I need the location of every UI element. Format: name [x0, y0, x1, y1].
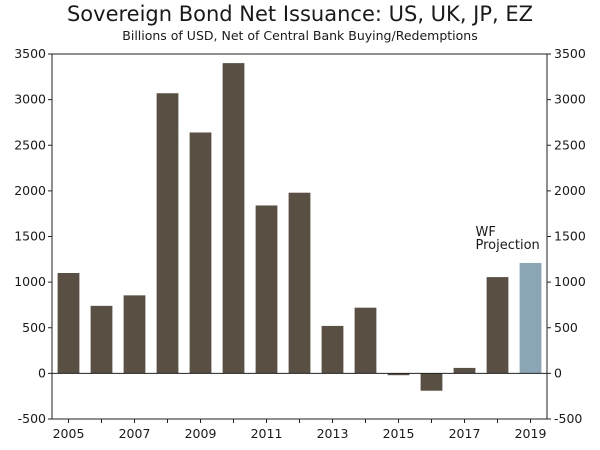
- x-tick-label: 2013: [317, 426, 349, 441]
- y-tick-label-right: 3000: [554, 92, 586, 107]
- bar: [420, 373, 443, 391]
- bar: [387, 373, 410, 376]
- x-tick-label: 2009: [185, 426, 217, 441]
- x-tick-label: 2015: [383, 426, 415, 441]
- y-tick-label-right: 0: [554, 365, 562, 380]
- y-tick-label-left: 2000: [14, 183, 46, 198]
- y-tick-label-left: 500: [22, 320, 46, 335]
- chart-title: Sovereign Bond Net Issuance: US, UK, JP,…: [66, 2, 534, 26]
- bar: [354, 307, 377, 374]
- bar: [189, 132, 212, 374]
- y-tick-label-right: 3500: [554, 46, 586, 61]
- annotation-line-2: Projection: [476, 238, 540, 253]
- y-tick-label-left: 3500: [14, 46, 46, 61]
- x-tick-label: 2019: [515, 426, 547, 441]
- y-tick-label-left: 2500: [14, 137, 46, 152]
- bar-projection: [519, 262, 542, 374]
- y-tick-label-left: 3000: [14, 92, 46, 107]
- bar: [486, 277, 509, 374]
- bar: [123, 295, 146, 374]
- annotation-line-1: WF: [476, 225, 496, 240]
- y-tick-label-right: 1500: [554, 229, 586, 244]
- chart-subtitle: Billions of USD, Net of Central Bank Buy…: [122, 28, 478, 43]
- bar: [255, 205, 278, 374]
- bar: [90, 305, 113, 374]
- bar: [288, 192, 311, 374]
- bar: [321, 325, 344, 374]
- y-tick-label-right: 1000: [554, 274, 586, 289]
- y-tick-label-right: 2500: [554, 137, 586, 152]
- y-tick-label-right: 2000: [554, 183, 586, 198]
- y-tick-label-right: -500: [554, 411, 582, 426]
- y-tick-label-right: 500: [554, 320, 578, 335]
- bar: [156, 93, 179, 374]
- x-tick-label: 2017: [449, 426, 481, 441]
- x-tick-label: 2005: [53, 426, 85, 441]
- bar: [453, 367, 476, 374]
- y-tick-label-left: 0: [38, 365, 46, 380]
- bar: [222, 63, 245, 374]
- x-tick-label: 2011: [251, 426, 283, 441]
- y-tick-label-left: 1500: [14, 229, 46, 244]
- x-tick-label: 2007: [119, 426, 151, 441]
- y-tick-label-left: 1000: [14, 274, 46, 289]
- bar: [57, 273, 80, 374]
- y-tick-label-left: -500: [18, 411, 46, 426]
